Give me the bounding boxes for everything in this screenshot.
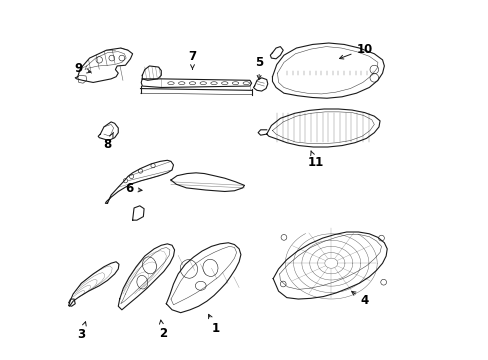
Text: 7: 7 — [188, 50, 196, 69]
Text: 4: 4 — [351, 292, 368, 307]
Text: 5: 5 — [255, 56, 263, 79]
Text: 10: 10 — [339, 42, 372, 59]
Text: 1: 1 — [208, 314, 220, 335]
Text: 6: 6 — [124, 183, 142, 195]
Text: 11: 11 — [307, 151, 323, 169]
Text: 2: 2 — [158, 320, 166, 340]
Text: 8: 8 — [103, 132, 113, 150]
Text: 9: 9 — [75, 62, 91, 75]
Text: 3: 3 — [77, 322, 86, 341]
